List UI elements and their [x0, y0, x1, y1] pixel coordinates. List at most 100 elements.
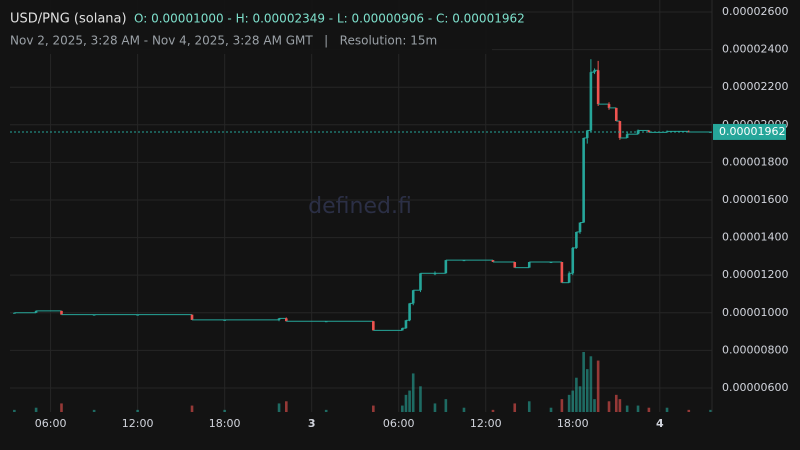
- volume-bar: [408, 390, 411, 412]
- volume-bar: [324, 409, 328, 412]
- volume-bar: [636, 405, 640, 412]
- volume-bar: [285, 401, 288, 412]
- volume-bar: [34, 407, 38, 412]
- chart-subtitle: Nov 2, 2025, 3:28 AM - Nov 4, 2025, 3:28…: [10, 34, 437, 48]
- volume-bar: [549, 407, 553, 412]
- candle-body: [491, 260, 495, 263]
- volume-bar: [625, 405, 629, 412]
- candle-layer: [13, 59, 712, 331]
- candle-body: [324, 321, 328, 323]
- volume-bar: [607, 401, 611, 412]
- volume-bar: [560, 399, 564, 412]
- x-tick-label: 18:00: [557, 417, 589, 430]
- volume-bar: [433, 403, 437, 412]
- candle-body: [575, 231, 578, 248]
- volume-bar: [709, 409, 712, 412]
- candle-body: [277, 318, 281, 320]
- candle-body: [190, 314, 194, 320]
- volume-bar: [404, 394, 408, 412]
- y-tick-label: 0.00001800: [722, 155, 788, 168]
- candle-body: [285, 318, 288, 322]
- volume-layer: [13, 352, 712, 412]
- x-tick-label: 12:00: [470, 417, 502, 430]
- candle-body: [527, 262, 531, 268]
- y-tick-label: 0.00001000: [722, 306, 788, 319]
- volume-bar: [223, 409, 226, 412]
- volume-bar: [513, 403, 517, 412]
- volume-bar: [491, 409, 495, 412]
- candle-body: [372, 321, 375, 331]
- volume-bar: [527, 401, 531, 412]
- candle-body: [444, 260, 448, 274]
- candle-body: [647, 130, 651, 133]
- y-tick-label: 0.00000600: [722, 381, 788, 394]
- x-tick-label: 3: [308, 417, 316, 430]
- candle-body: [560, 262, 564, 283]
- candle-body: [578, 222, 582, 232]
- volume-bar: [462, 407, 466, 412]
- volume-bar: [60, 403, 63, 412]
- volume-bar: [419, 386, 422, 412]
- volume-bar: [571, 390, 575, 412]
- volume-bar: [401, 405, 404, 412]
- legend-box: [0, 0, 492, 54]
- last-price-box: [713, 123, 786, 140]
- axes: 0.00000600 0.00000800 0.00001000 0.00001200…: [10, 0, 788, 430]
- volume-bar: [13, 409, 16, 412]
- volume-bar: [444, 399, 448, 412]
- y-tick-label: 0.00001200: [722, 268, 788, 281]
- chart-title: USD/PNG (solana): [10, 12, 127, 27]
- y-tick-label: 0.00001400: [722, 231, 788, 244]
- x-tick-label: 06:00: [35, 417, 67, 430]
- candle-body: [401, 328, 404, 331]
- candle-body: [582, 137, 585, 223]
- candle-body: [607, 104, 611, 108]
- candle-body: [589, 72, 593, 131]
- candle-body: [618, 121, 622, 138]
- volume-bar: [372, 405, 375, 412]
- candle-body: [513, 262, 517, 268]
- ohlc-text: O: 0.00001000 - H: 0.00002349 - L: 0.000…: [134, 12, 525, 26]
- candle-body: [567, 273, 571, 283]
- volume-bar: [593, 399, 596, 412]
- volume-bar: [687, 409, 691, 412]
- volume-bar: [585, 369, 589, 412]
- x-tick-label: 12:00: [122, 417, 154, 430]
- watermark: defined.fi: [308, 194, 412, 219]
- last-price-label: 0.00001962: [719, 125, 785, 138]
- volume-bar: [665, 407, 669, 412]
- candle-body: [34, 310, 38, 313]
- y-tick-label: 0.00000800: [722, 343, 788, 356]
- volume-bar: [277, 403, 281, 412]
- x-tick-label: 18:00: [209, 417, 241, 430]
- x-tick-label: 06:00: [383, 417, 415, 430]
- candle-body: [411, 290, 415, 304]
- volume-bar: [589, 356, 593, 412]
- candle-body: [60, 310, 63, 315]
- candle-body: [585, 130, 589, 138]
- volume-bar: [582, 352, 585, 412]
- volume-bar: [575, 377, 578, 412]
- volume-bar: [411, 373, 415, 412]
- volume-bar: [136, 409, 139, 412]
- candle-body: [408, 303, 411, 321]
- y-tick-label: 0.00002600: [722, 5, 788, 18]
- candle-body: [625, 134, 629, 138]
- candle-body: [593, 70, 596, 73]
- volume-bar: [578, 386, 582, 412]
- volume-bar: [190, 405, 194, 412]
- volume-bar: [596, 360, 600, 412]
- y-tick-label: 0.00002200: [722, 80, 788, 93]
- candle-body: [596, 70, 600, 105]
- volume-bar: [614, 394, 618, 412]
- volume-bar: [647, 407, 651, 412]
- candle-body: [92, 314, 96, 316]
- volume-bar: [618, 399, 622, 412]
- y-tick-label: 0.00002400: [722, 43, 788, 56]
- candle-body: [571, 247, 575, 274]
- candle-body: [614, 107, 618, 122]
- volume-bar: [92, 409, 96, 412]
